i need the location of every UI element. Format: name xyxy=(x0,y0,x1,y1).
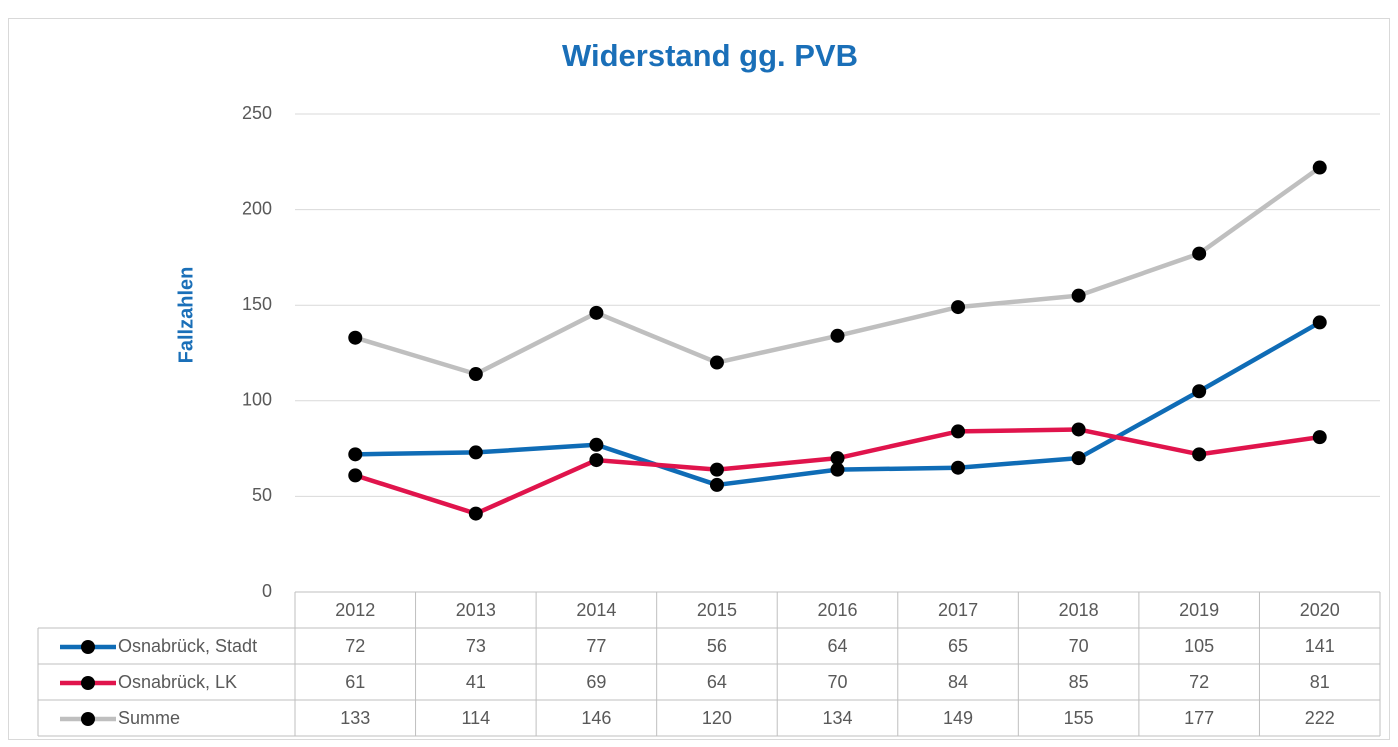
x-tick-label: 2014 xyxy=(576,600,616,620)
marker xyxy=(1071,451,1086,466)
table-value: 70 xyxy=(827,672,847,692)
x-tick-label: 2018 xyxy=(1059,600,1099,620)
x-tick-label: 2013 xyxy=(456,600,496,620)
x-tick-label: 2015 xyxy=(697,600,737,620)
table-value: 155 xyxy=(1064,708,1094,728)
y-tick-label: 200 xyxy=(242,198,272,218)
y-tick-label: 250 xyxy=(242,103,272,123)
marker xyxy=(709,355,724,370)
marker xyxy=(1312,160,1327,175)
y-tick-label: 150 xyxy=(242,294,272,314)
table-value: 105 xyxy=(1184,636,1214,656)
table-value: 65 xyxy=(948,636,968,656)
marker xyxy=(709,462,724,477)
marker xyxy=(468,367,483,382)
table-value: 73 xyxy=(466,636,486,656)
table-value: 41 xyxy=(466,672,486,692)
y-tick-label: 0 xyxy=(262,581,272,601)
marker xyxy=(1071,422,1086,437)
marker xyxy=(951,300,966,315)
table-value: 84 xyxy=(948,672,968,692)
marker xyxy=(589,453,604,468)
legend-marker xyxy=(81,676,95,690)
marker xyxy=(348,447,363,462)
y-tick-label: 100 xyxy=(242,390,272,410)
marker xyxy=(951,424,966,439)
legend-label: Osnabrück, LK xyxy=(118,672,237,692)
marker xyxy=(709,477,724,492)
marker xyxy=(348,330,363,345)
table-value: 114 xyxy=(461,708,490,728)
x-tick-label: 2019 xyxy=(1179,600,1219,620)
marker xyxy=(830,462,845,477)
x-tick-label: 2020 xyxy=(1300,600,1340,620)
marker xyxy=(589,305,604,320)
marker xyxy=(348,468,363,483)
table-value: 72 xyxy=(1189,672,1209,692)
marker xyxy=(830,328,845,343)
marker xyxy=(468,506,483,521)
table-value: 64 xyxy=(827,636,847,656)
table-value: 120 xyxy=(702,708,732,728)
marker xyxy=(830,451,845,466)
table-value: 72 xyxy=(345,636,365,656)
marker xyxy=(1312,315,1327,330)
legend-marker xyxy=(81,640,95,654)
legend-marker xyxy=(81,712,95,726)
x-tick-label: 2012 xyxy=(335,600,375,620)
table-value: 85 xyxy=(1069,672,1089,692)
table-value: 64 xyxy=(707,672,727,692)
table-value: 133 xyxy=(340,708,370,728)
table-value: 149 xyxy=(943,708,973,728)
table-value: 177 xyxy=(1184,708,1214,728)
legend-label: Osnabrück, Stadt xyxy=(118,636,257,656)
table-value: 134 xyxy=(822,708,852,728)
table-value: 61 xyxy=(345,672,365,692)
y-tick-label: 50 xyxy=(252,485,272,505)
marker xyxy=(1192,384,1207,399)
table-value: 222 xyxy=(1305,708,1335,728)
table-value: 56 xyxy=(707,636,727,656)
marker xyxy=(589,437,604,452)
table-value: 81 xyxy=(1310,672,1330,692)
marker xyxy=(951,460,966,475)
marker xyxy=(1192,447,1207,462)
legend-label: Summe xyxy=(118,708,180,728)
x-tick-label: 2017 xyxy=(938,600,978,620)
y-axis-label: Fallzahlen xyxy=(175,267,197,364)
chart-frame xyxy=(8,18,1390,740)
table-value: 69 xyxy=(586,672,606,692)
marker xyxy=(468,445,483,460)
table-value: 70 xyxy=(1069,636,1089,656)
marker xyxy=(1312,430,1327,445)
x-tick-label: 2016 xyxy=(817,600,857,620)
table-value: 77 xyxy=(586,636,606,656)
marker xyxy=(1071,288,1086,303)
table-value: 141 xyxy=(1305,636,1335,656)
table-value: 146 xyxy=(581,708,611,728)
chart-title: Widerstand gg. PVB xyxy=(562,38,858,73)
marker xyxy=(1192,246,1207,261)
